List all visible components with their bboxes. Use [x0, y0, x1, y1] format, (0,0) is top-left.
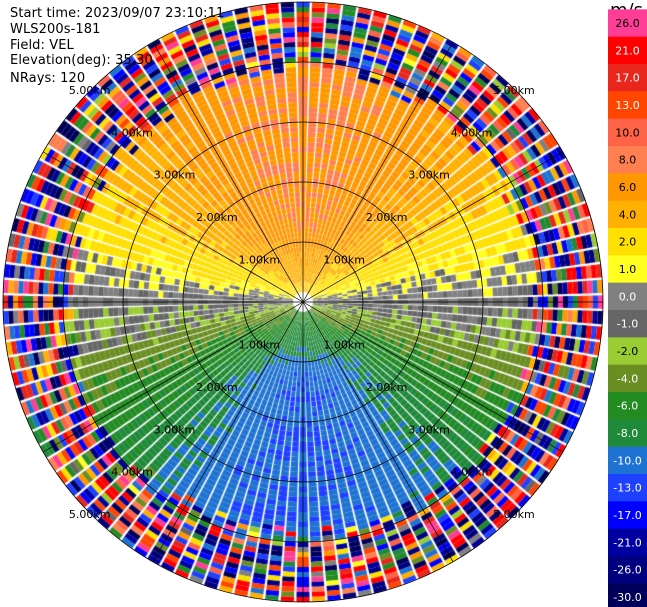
range-ring-label: 2.00km	[196, 381, 238, 394]
azimuth-spoke	[152, 42, 304, 303]
range-ring-label: 5.00km	[69, 508, 111, 521]
azimuth-spoke	[43, 151, 304, 303]
range-ring-label: 5.00km	[69, 84, 111, 97]
elevation-label: Elevation(deg): 35.30	[10, 53, 153, 68]
azimuth-spoke	[152, 301, 304, 562]
range-ring-label: 1.00km	[239, 254, 281, 267]
field-label: Field: VEL	[10, 38, 74, 53]
azimuth-spoke	[43, 301, 304, 453]
range-ring-label: 1.00km	[323, 338, 365, 351]
range-ring-label: 5.00km	[493, 508, 535, 521]
start-time-label: Start time: 2023/09/07 23:10:11	[10, 6, 225, 21]
range-ring-label: 3.00km	[408, 423, 450, 436]
azimuth-spoke	[302, 301, 454, 562]
range-ring-label: 2.00km	[366, 211, 408, 224]
azimuth-spoke	[302, 42, 454, 303]
range-ring-label: 4.00km	[111, 466, 153, 479]
range-ring-label: 3.00km	[408, 169, 450, 182]
range-ring-label: 4.00km	[451, 126, 493, 139]
azimuth-spoke	[302, 301, 563, 453]
nrays-label: NRays: 120	[10, 71, 86, 86]
range-ring-label: 3.00km	[154, 423, 196, 436]
range-ring-label: 4.00km	[111, 126, 153, 139]
azimuth-spoke	[302, 151, 563, 303]
range-ring-label: 3.00km	[154, 169, 196, 182]
range-ring-label: 2.00km	[196, 211, 238, 224]
instrument-label: WLS200s-181	[10, 22, 101, 37]
colorbar-unit: m/s	[610, 0, 643, 21]
range-ring-label: 5.00km	[493, 84, 535, 97]
range-ring-label: 1.00km	[323, 254, 365, 267]
range-ring-label: 1.00km	[239, 338, 281, 351]
range-ring-label: 2.00km	[366, 381, 408, 394]
range-ring-label: 4.00km	[451, 466, 493, 479]
